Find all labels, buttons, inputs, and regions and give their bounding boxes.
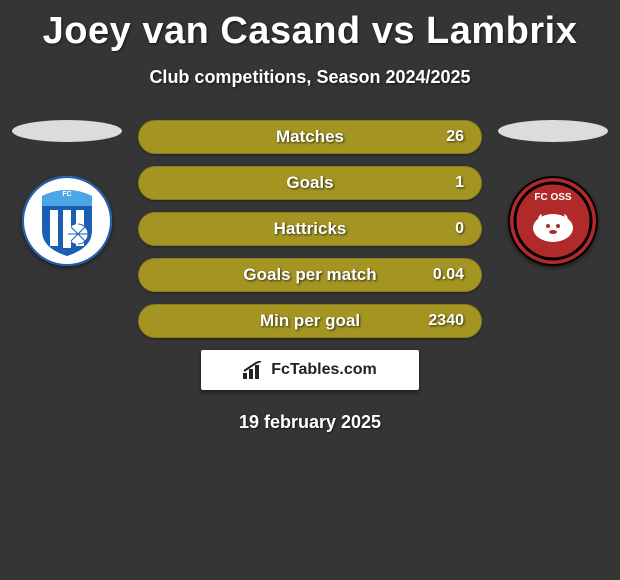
stat-label: Matches bbox=[276, 127, 344, 147]
stat-label: Min per goal bbox=[260, 311, 360, 331]
date-text: 19 february 2025 bbox=[138, 412, 482, 433]
stat-right-value: 26 bbox=[428, 128, 482, 146]
comparison-row: FC Matches 26 Goals 1 Hattricks 0 Goals per ma… bbox=[0, 120, 620, 433]
right-shadow-ellipse bbox=[498, 120, 608, 142]
left-team-col: FC bbox=[6, 120, 128, 266]
chart-icon bbox=[243, 361, 265, 379]
left-crest-text: FC bbox=[62, 191, 71, 198]
stat-bar: Goals per match 0.04 bbox=[138, 258, 482, 292]
oss-crest-icon: FC OSS bbox=[508, 176, 598, 266]
left-shadow-ellipse bbox=[12, 120, 122, 142]
attribution-badge: FcTables.com bbox=[201, 350, 419, 390]
stat-right-value: 2340 bbox=[410, 312, 482, 330]
stats-column: Matches 26 Goals 1 Hattricks 0 Goals per match… bbox=[128, 120, 492, 433]
stat-bar: Goals 1 bbox=[138, 166, 482, 200]
subtitle: Club competitions, Season 2024/2025 bbox=[0, 67, 620, 88]
stat-bar: Hattricks 0 bbox=[138, 212, 482, 246]
stat-label: Goals per match bbox=[243, 265, 376, 285]
stat-label: Goals bbox=[286, 173, 333, 193]
left-team-crest: FC bbox=[22, 176, 112, 266]
right-crest-text: FC OSS bbox=[534, 192, 572, 203]
stat-bar: Min per goal 2340 bbox=[138, 304, 482, 338]
right-team-crest: FC OSS bbox=[508, 176, 598, 266]
stat-label: Hattricks bbox=[274, 219, 347, 239]
page-title: Joey van Casand vs Lambrix bbox=[0, 0, 620, 53]
stat-right-value: 0.04 bbox=[415, 266, 482, 284]
eindhoven-crest-icon: FC bbox=[22, 176, 112, 266]
stat-right-value: 0 bbox=[437, 220, 482, 238]
right-team-col: FC OSS bbox=[492, 120, 614, 266]
stat-right-value: 1 bbox=[437, 174, 482, 192]
stat-bar: Matches 26 bbox=[138, 120, 482, 154]
attribution-text: FcTables.com bbox=[271, 361, 377, 379]
